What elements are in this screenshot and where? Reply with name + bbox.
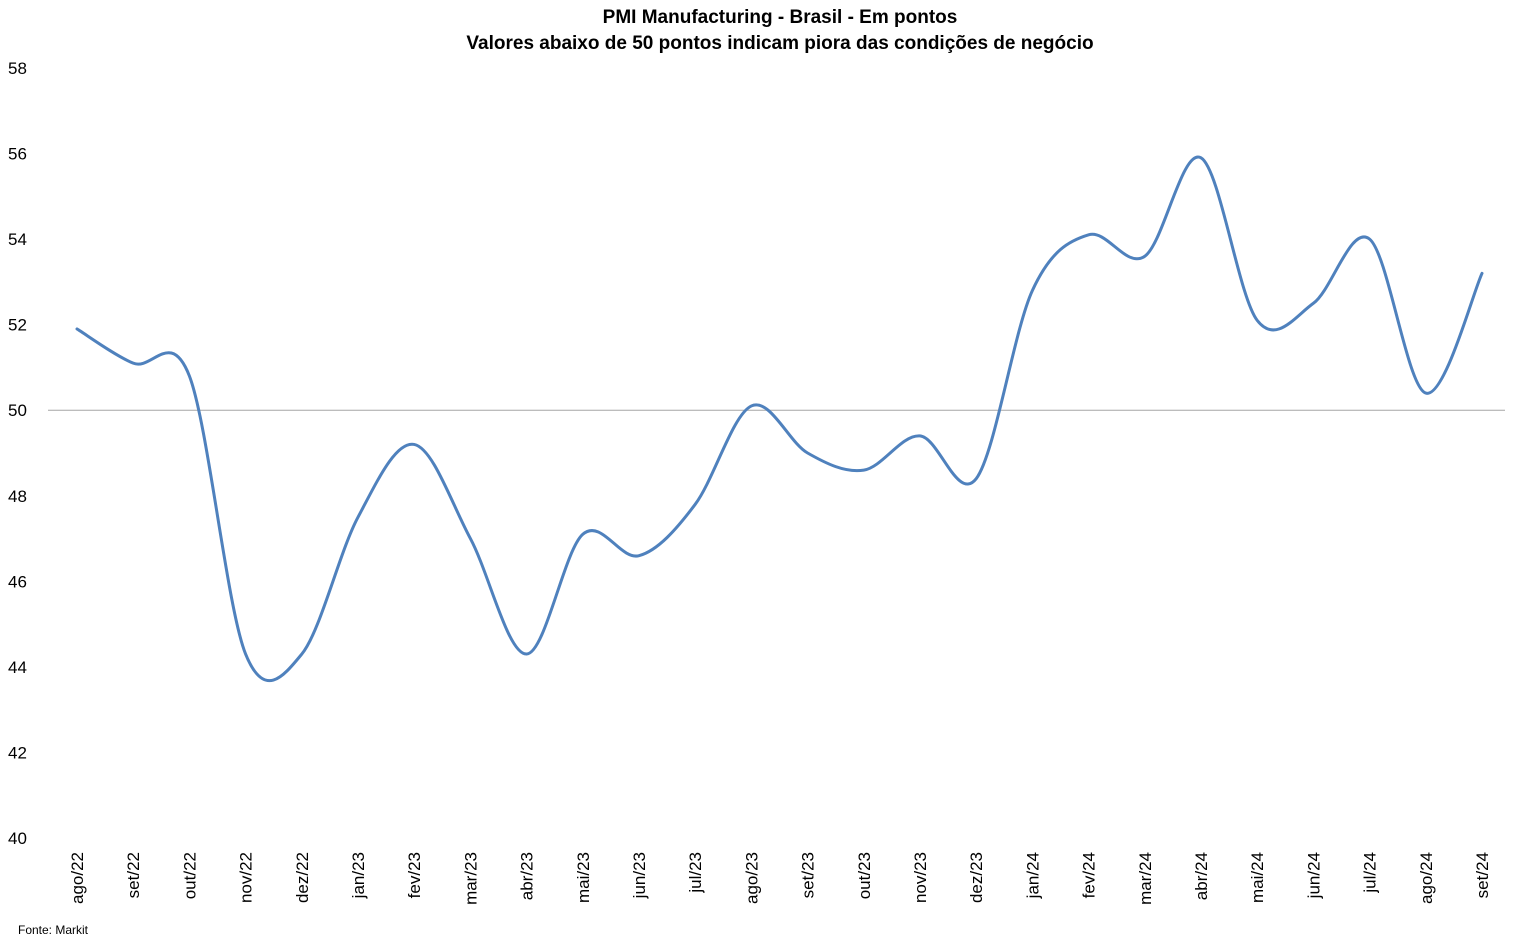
x-tick-label: jun/23 <box>630 852 649 899</box>
series-group <box>75 155 1484 683</box>
x-tick-label: dez/22 <box>293 852 312 903</box>
y-axis: 40 42 44 46 48 50 52 54 56 58 <box>8 59 27 848</box>
x-tick-label: jun/24 <box>1304 852 1323 899</box>
y-tick-label: 50 <box>8 401 27 420</box>
x-tick-label: jul/24 <box>1361 852 1380 894</box>
x-tick-label: jul/23 <box>686 852 705 894</box>
x-tick-label: jan/23 <box>349 852 368 899</box>
y-tick-label: 52 <box>8 316 27 335</box>
x-tick-label: set/24 <box>1473 852 1492 898</box>
chart-titles: PMI Manufacturing - Brasil - Em pontos V… <box>0 5 1519 57</box>
y-tick-label: 56 <box>8 145 27 164</box>
y-tick-label: 58 <box>8 59 27 78</box>
y-tick-label: 48 <box>8 487 27 506</box>
y-tick-label: 54 <box>8 230 27 249</box>
chart-subtitle: Valores abaixo de 50 pontos indicam pior… <box>466 33 1094 54</box>
x-tick-label: fev/24 <box>1080 852 1099 898</box>
chart-title: PMI Manufacturing - Brasil - Em pontos <box>602 7 958 28</box>
y-tick-label: 40 <box>8 829 27 848</box>
x-tick-label: mai/23 <box>574 852 593 903</box>
y-tick-label: 44 <box>8 658 27 677</box>
y-tick-label: 46 <box>8 572 27 591</box>
x-tick-label: abr/23 <box>518 852 537 900</box>
y-tick-label: 42 <box>8 743 27 762</box>
x-axis: ago/22 set/22 out/22 nov/22 dez/22 jan/23 fev/… <box>68 852 1492 905</box>
x-tick-label: nov/22 <box>237 852 256 903</box>
x-tick-label: mai/24 <box>1248 852 1267 903</box>
x-tick-label: ago/23 <box>742 852 761 904</box>
x-tick-label: set/23 <box>799 852 818 898</box>
x-tick-label: abr/24 <box>1192 852 1211 900</box>
x-tick-label: jan/24 <box>1023 852 1042 899</box>
x-tick-label: out/23 <box>855 852 874 899</box>
x-tick-label: ago/24 <box>1417 852 1436 904</box>
x-tick-label: nov/23 <box>911 852 930 903</box>
series-line-pmi <box>75 155 1484 683</box>
x-tick-label: set/22 <box>124 852 143 898</box>
x-tick-label: dez/23 <box>967 852 986 903</box>
x-tick-label: fev/23 <box>405 852 424 898</box>
x-tick-label: mar/23 <box>461 852 480 905</box>
x-tick-label: ago/22 <box>68 852 87 904</box>
x-tick-label: mar/24 <box>1136 852 1155 905</box>
x-tick-label: out/22 <box>180 852 199 899</box>
source-note: Fonte: Markit <box>18 923 89 937</box>
